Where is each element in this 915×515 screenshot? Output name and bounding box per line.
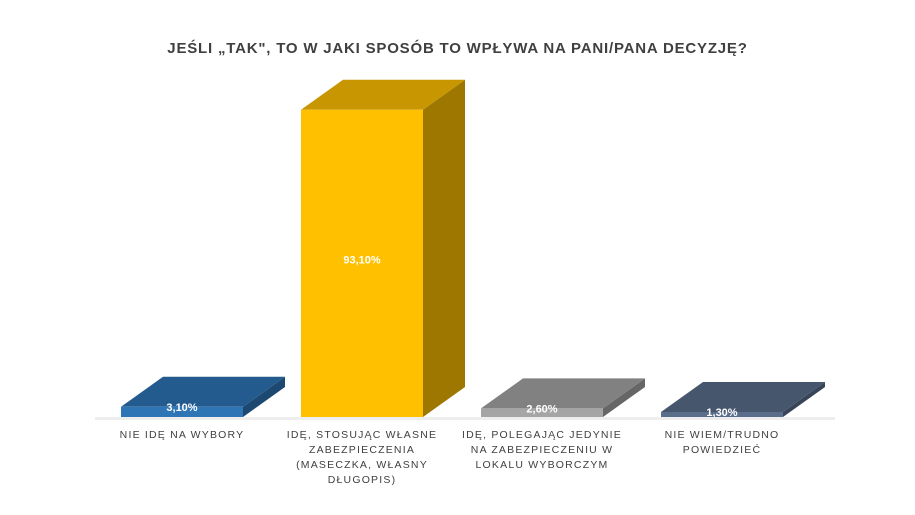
bar-top [121,376,285,407]
data-label-2: 93,10% [343,254,381,266]
chart-floor [95,417,835,420]
bar-2 [301,79,465,418]
category-label-3: IDĘ, POLEGAJĄC JEDYNIE NA ZABEZPIECZENIU… [461,429,623,471]
bar-side [783,382,825,417]
bar-side [423,79,465,418]
data-label-3: 2,60% [526,403,557,415]
bar-side [243,376,285,417]
category-label-2: IDĘ, STOSUJĄC WŁASNE ZABEZPIECZENIA (MAS… [286,429,438,486]
bar-3 [481,378,645,417]
data-label-4: 1,30% [706,407,737,419]
data-label-1: 3,10% [166,402,197,414]
bar-4 [661,382,825,417]
category-label-1: NIE IDĘ NA WYBORY [119,429,245,441]
bar-front [661,412,783,417]
category-label-4: NIE WIEM/TRUDNO POWIEDZIEĆ [664,429,780,456]
bar-top [661,382,825,412]
bar-top [481,378,645,409]
bar-front [121,406,243,417]
chart-title: JEŚLI „TAK", TO W JAKI SPOSÓB TO WPŁYWA … [167,40,748,57]
bar-front [301,109,423,418]
bar-top [301,79,465,110]
bar-side [603,378,645,417]
bar-front [481,408,603,417]
bar-1 [121,376,285,417]
